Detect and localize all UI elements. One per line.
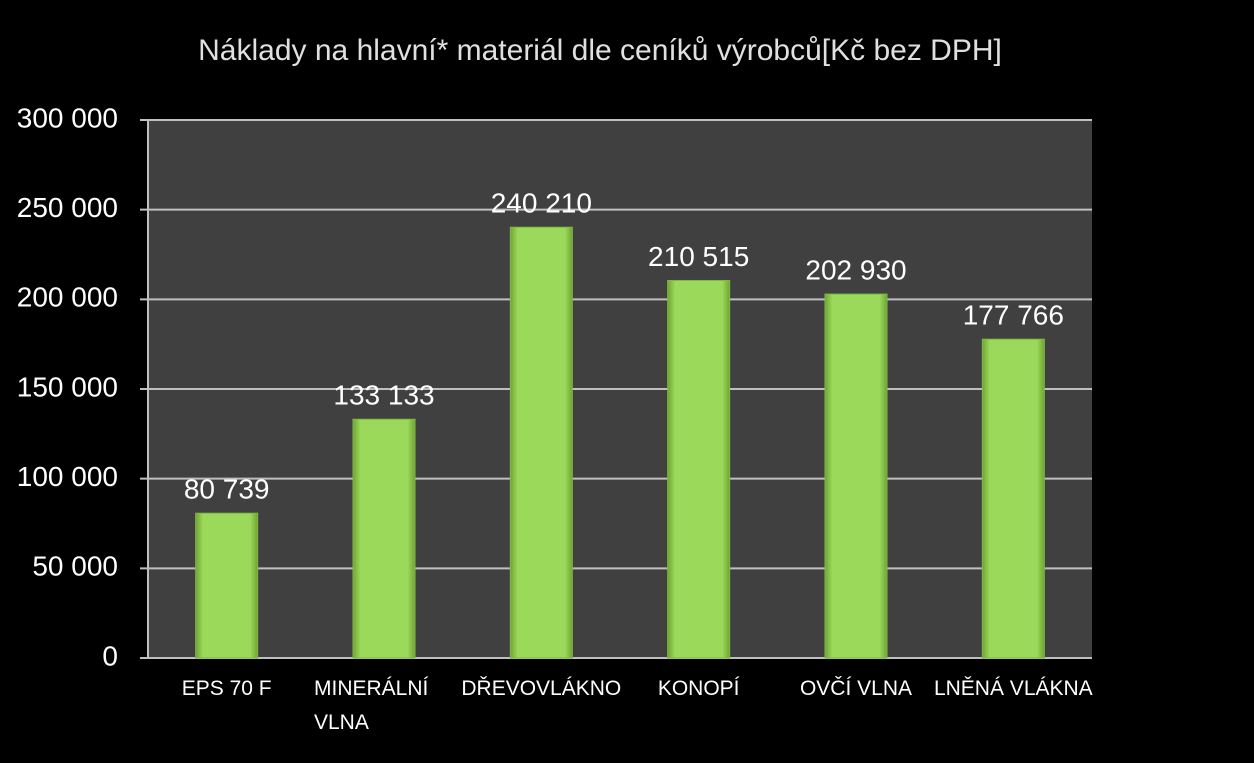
- y-tick-label: 300 000: [17, 102, 118, 133]
- bar: [981, 338, 1045, 659]
- x-tick-label: KONOPÍ: [657, 677, 740, 700]
- y-tick-label: 150 000: [17, 371, 118, 402]
- data-label: 177 766: [963, 300, 1064, 331]
- y-tick-label: 0: [102, 640, 118, 671]
- y-tick-label: 100 000: [17, 461, 118, 492]
- y-tick-label: 200 000: [17, 282, 118, 313]
- bar: [824, 293, 888, 659]
- data-label: 240 210: [491, 188, 592, 219]
- bar: [195, 512, 259, 659]
- y-tick-label: 250 000: [17, 192, 118, 223]
- x-tick-label: MINERÁLNÍ VLNA: [314, 677, 429, 734]
- data-label: 133 133: [333, 380, 434, 411]
- chart-title: Náklady na hlavní* materiál dle ceníků v…: [198, 34, 1002, 67]
- x-tick-label: DŘEVOVLÁKNO: [461, 677, 622, 700]
- y-tick-label: 50 000: [32, 551, 118, 582]
- x-tick-label: OVČÍ VLNA: [799, 677, 913, 700]
- bar: [352, 418, 416, 659]
- x-tick-label: EPS 70 F: [181, 677, 272, 700]
- bar: [667, 279, 731, 659]
- bar: [509, 226, 573, 659]
- data-label: 80 739: [184, 474, 270, 505]
- data-label: 202 930: [805, 254, 906, 285]
- data-label: 210 515: [648, 241, 749, 272]
- x-tick-label: LNĚNÁ VLÁKNA: [933, 677, 1093, 700]
